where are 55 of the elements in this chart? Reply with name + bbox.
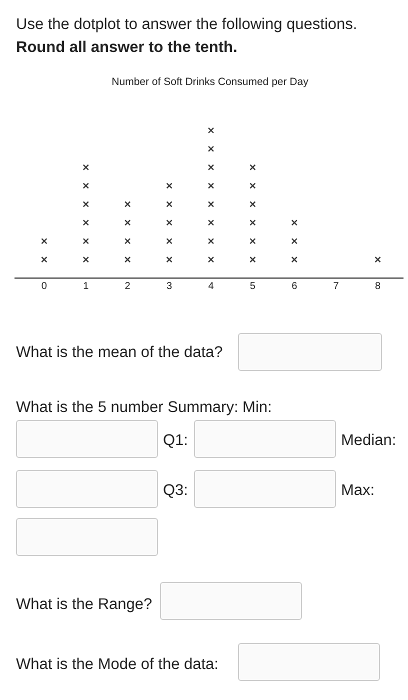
point [82, 164, 89, 170]
x-tick-label: 0 [41, 280, 48, 292]
x-tick-label: 1 [83, 280, 90, 292]
point [124, 256, 131, 263]
point [250, 164, 256, 170]
point [208, 238, 214, 244]
point [166, 238, 172, 244]
point [166, 182, 172, 189]
point [250, 238, 256, 244]
text: What is the Range? [16, 596, 152, 614]
point [291, 238, 298, 244]
text: What is the 5 number Summary: Min: [16, 399, 272, 417]
point [208, 220, 214, 226]
point [291, 256, 298, 263]
point [82, 238, 89, 244]
point [208, 164, 214, 170]
point [166, 256, 172, 263]
point [82, 182, 89, 189]
point [250, 220, 256, 226]
point [208, 146, 214, 152]
text: Max: [341, 482, 375, 500]
text: Median: [341, 432, 396, 450]
point [250, 256, 256, 263]
text: What is the mean of the data? [16, 344, 223, 362]
x-tick-label: 2 [124, 280, 131, 292]
chart-title: Number of Soft Drinks Consumed per Day [112, 76, 310, 88]
point [166, 220, 172, 226]
point [41, 256, 48, 263]
point [250, 182, 256, 189]
text: Use the dotplot to answer the following questions. [16, 16, 358, 34]
text: Q1: [163, 432, 188, 450]
text: Q3: [163, 482, 188, 500]
point [82, 256, 89, 263]
x-tick-label: 8 [375, 280, 381, 292]
point [82, 201, 89, 208]
point [124, 220, 131, 226]
text: Round all answer to the tenth. [16, 39, 238, 57]
point [41, 238, 48, 244]
x-tick-label: 3 [166, 280, 173, 292]
x-tick-label: 4 [208, 280, 214, 292]
point [124, 201, 131, 208]
point [124, 238, 131, 244]
point [208, 127, 214, 134]
point [374, 256, 381, 263]
x-tick-label: 7 [333, 280, 340, 292]
point [208, 201, 214, 208]
text: What is the Mode of the data: [16, 656, 218, 674]
point [208, 182, 214, 189]
x-tick-label: 6 [292, 280, 298, 292]
x-tick-label: 5 [250, 280, 256, 292]
point [291, 220, 298, 226]
point [82, 220, 89, 226]
point [250, 201, 256, 208]
point [208, 256, 214, 263]
point [166, 201, 172, 208]
